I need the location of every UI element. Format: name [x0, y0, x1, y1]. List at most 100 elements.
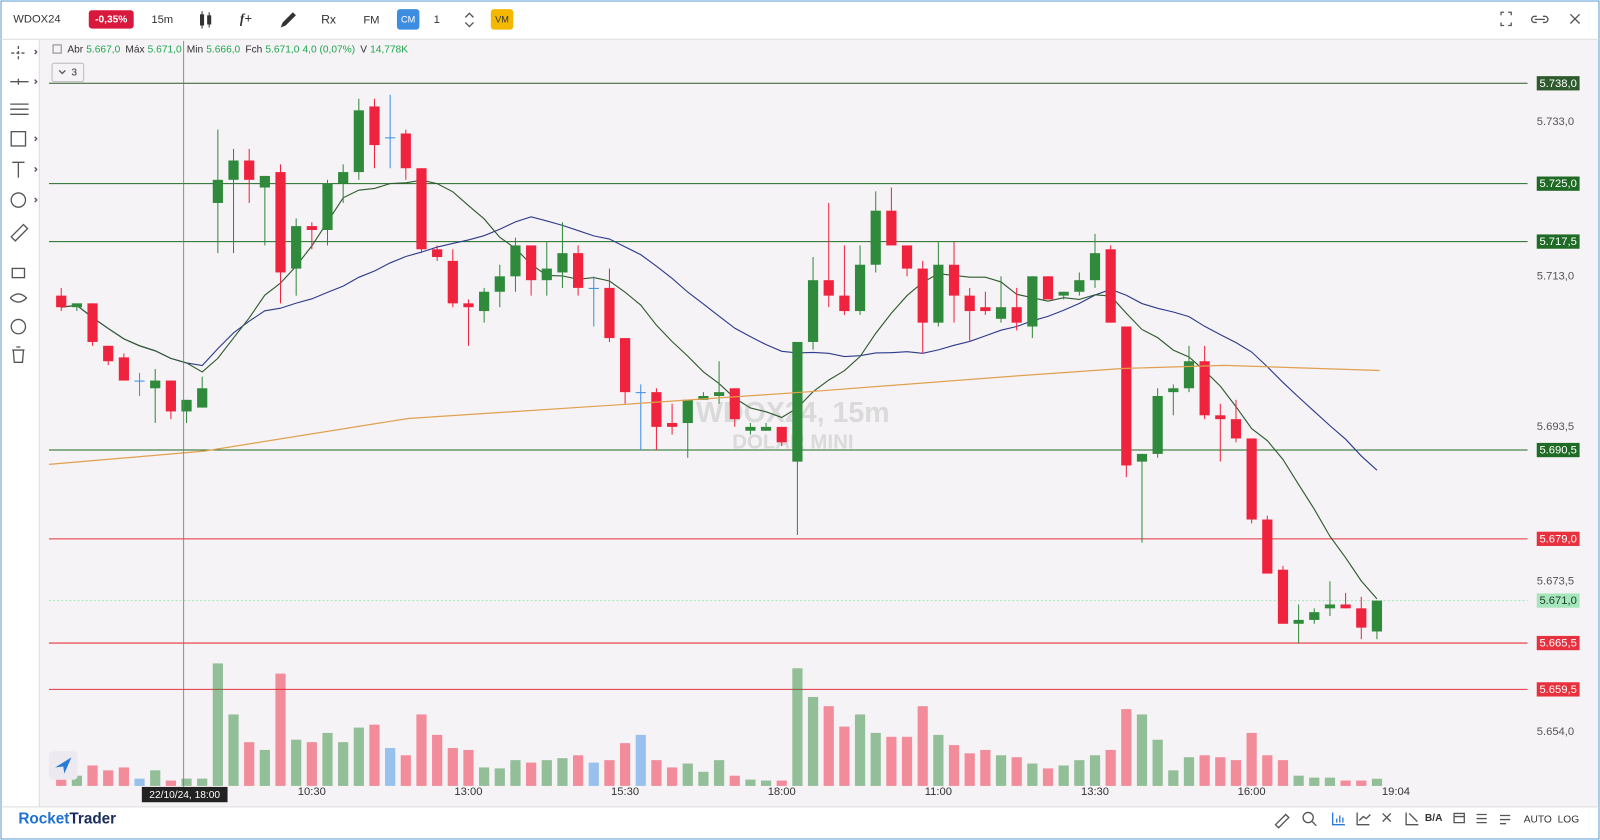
volume-bar	[995, 755, 1007, 786]
candle-body	[103, 345, 114, 362]
volume-bar	[432, 734, 443, 786]
log-button[interactable]: LOG	[1558, 814, 1580, 825]
symbol[interactable]: WDOX24	[13, 13, 60, 25]
tool-expanders[interactable]	[34, 49, 38, 203]
volume-bar	[666, 767, 678, 786]
quantity-spinner[interactable]	[464, 12, 474, 28]
legend-label: Fch	[245, 44, 262, 55]
candle-body	[385, 137, 396, 139]
volume-bar	[228, 714, 239, 786]
cm-badge[interactable]	[396, 9, 420, 30]
delete-tool[interactable]	[12, 346, 25, 363]
lock-tool[interactable]	[11, 267, 26, 279]
volume-bar	[1277, 760, 1289, 786]
close-button[interactable]	[1569, 13, 1581, 24]
zoom-button[interactable]	[1302, 811, 1314, 824]
candle-body	[541, 268, 552, 281]
level-label: 5.690,5	[1539, 445, 1576, 457]
candle-body	[1277, 569, 1289, 624]
help-tool[interactable]	[10, 318, 27, 335]
volume-bar	[1183, 757, 1195, 786]
candle-body	[1089, 253, 1101, 281]
candle-body	[1011, 307, 1022, 323]
candle-body	[682, 399, 693, 424]
volume-bar	[416, 714, 427, 786]
volume-bar	[933, 734, 944, 786]
candle-body	[1309, 612, 1320, 620]
bars-button[interactable]	[1331, 812, 1345, 826]
volume-bar	[980, 749, 991, 786]
timeframe[interactable]: 15m	[151, 14, 173, 26]
times-button[interactable]	[1476, 813, 1487, 824]
volume-bar	[369, 724, 380, 786]
volume-bar	[1340, 780, 1351, 786]
quantity[interactable]: 1	[434, 14, 440, 26]
candle-body	[134, 380, 145, 382]
fib-tool[interactable]	[10, 103, 29, 115]
volume-bar	[854, 714, 866, 786]
legend-toggle[interactable]	[52, 44, 62, 54]
candle-type-button[interactable]	[200, 11, 212, 29]
level-label-box	[1536, 635, 1580, 651]
shape-tool[interactable]	[10, 131, 27, 147]
volume-bar	[698, 771, 709, 786]
grid-button[interactable]	[1382, 812, 1392, 823]
candle-body	[1183, 361, 1195, 389]
candle-body	[87, 303, 98, 342]
candle-body	[917, 268, 928, 323]
level-label: 5.738,0	[1539, 78, 1576, 90]
volume-bar	[901, 736, 913, 786]
candle-body	[369, 106, 380, 146]
candle-body	[666, 423, 678, 427]
brand-part: Rocket	[18, 811, 69, 828]
visibility-tool[interactable]	[9, 293, 28, 303]
y-tick-label: 5.713,0	[1537, 270, 1574, 282]
ruler-tool[interactable]	[10, 223, 29, 242]
candle-body	[698, 395, 709, 400]
volume-bar	[1356, 780, 1367, 786]
collapse-button[interactable]	[51, 62, 85, 83]
text-tool[interactable]	[12, 161, 25, 178]
orders-button[interactable]	[1500, 814, 1511, 825]
candle-body	[1105, 249, 1116, 323]
candle-body	[181, 399, 192, 412]
volume-bar	[244, 742, 255, 786]
y-tick-label: 5.654,0	[1537, 726, 1574, 738]
link-button[interactable]	[1531, 15, 1549, 24]
candle-body	[306, 226, 317, 230]
line-tool[interactable]	[10, 78, 29, 85]
replay-button[interactable]: Rx	[321, 13, 336, 27]
volume-bar	[103, 770, 114, 786]
emoji-tool[interactable]	[10, 192, 27, 208]
vm-badge[interactable]	[490, 9, 514, 30]
scale-button[interactable]	[1405, 812, 1419, 826]
volume-bar	[1309, 777, 1320, 786]
level-label: 5.717,5	[1539, 236, 1576, 248]
level-label-box	[1536, 682, 1580, 697]
candle-body	[291, 226, 302, 269]
draw-button[interactable]	[280, 12, 296, 28]
vm: VM	[495, 14, 509, 24]
ruler-button[interactable]	[1274, 813, 1290, 829]
volume-bar	[1230, 760, 1242, 786]
collapse-count: 3	[71, 68, 77, 79]
legend-label: Máx	[125, 44, 144, 55]
indicators-button[interactable]: f+	[240, 11, 252, 26]
legend-label: Min	[187, 44, 203, 55]
crosshair-tool[interactable]	[11, 45, 26, 61]
line-button[interactable]	[1356, 812, 1371, 826]
expand-button[interactable]	[1500, 11, 1512, 27]
crosshair-label: 22/10/24, 18:00	[149, 790, 220, 801]
volume-bar	[776, 780, 787, 786]
book-button[interactable]	[1453, 812, 1465, 824]
candle-body	[1074, 280, 1085, 292]
volume-bar	[87, 765, 98, 786]
legend-value: 5.667,0	[86, 44, 120, 55]
candle-body	[1230, 419, 1242, 439]
volume-bar	[1074, 760, 1085, 786]
bid-ask-button[interactable]: B/A	[1425, 813, 1443, 824]
volume-bar	[964, 753, 975, 786]
auto-button[interactable]: AUTO	[1524, 814, 1552, 825]
fm-button[interactable]: FM	[363, 14, 379, 26]
